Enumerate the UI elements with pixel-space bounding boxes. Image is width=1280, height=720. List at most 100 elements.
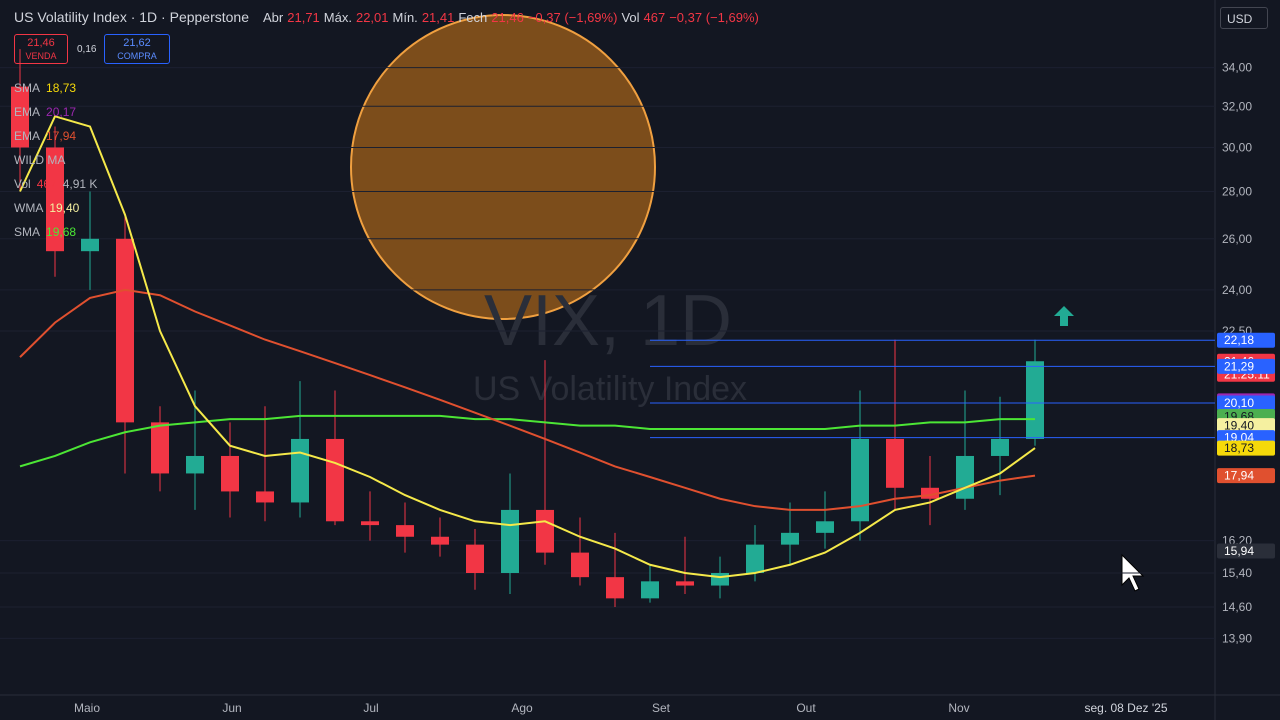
candle-body — [46, 147, 64, 252]
y-tick-label: 32,00 — [1222, 99, 1252, 113]
candle-body — [396, 525, 414, 537]
legend-row[interactable]: WMA 19,40 — [14, 196, 97, 220]
sell-price: 21,46 — [27, 37, 55, 49]
price-badge-label: 20,10 — [1224, 396, 1254, 410]
candle-body — [116, 238, 134, 423]
price-badge-label: 17,94 — [1224, 469, 1254, 483]
price-badge — [1217, 418, 1275, 434]
price-badge — [1217, 332, 1275, 348]
legend-name: SMA — [14, 81, 41, 95]
price-badge-label: 21,29 — [1224, 359, 1254, 373]
price-badge-label: 19,40 — [1224, 419, 1254, 433]
candle-body — [886, 438, 904, 488]
label: Abr — [263, 9, 284, 25]
label: Mín. — [392, 9, 418, 25]
price-badge-label: 22,18 — [1224, 333, 1254, 347]
x-tick-label: Jul — [363, 701, 378, 715]
candle-body — [851, 438, 869, 522]
arrow-marker — [1054, 306, 1074, 326]
legend-row[interactable]: SMA 19,68 — [14, 220, 97, 244]
y-tick-label: 34,00 — [1222, 61, 1252, 75]
legend-extra: 4,91 K — [62, 177, 98, 191]
indicator-legend: SMA 18,73 EMA 20,17 EMA 17,94 WILD MA Vol 467 4,9… — [14, 76, 97, 244]
sell-button[interactable]: 21,46 VENDA — [14, 34, 68, 64]
candle-body — [186, 455, 204, 474]
value: 21,71 — [287, 9, 320, 25]
buy-button[interactable]: 21,62 COMPRA — [104, 34, 170, 64]
x-tick-label: Set — [652, 701, 671, 715]
candle-body — [361, 521, 379, 526]
change: −0,37 (−1,69%) — [669, 9, 759, 25]
candle-body — [571, 552, 589, 578]
candle-body — [921, 487, 939, 499]
x-tick-label: Out — [796, 701, 816, 715]
buy-price: 21,62 — [123, 37, 151, 49]
buy-label: COMPRA — [117, 51, 157, 61]
y-tick-label: 15,40 — [1222, 566, 1252, 580]
x-tick-label: Ago — [511, 701, 533, 715]
legend-value: 467 — [36, 177, 57, 191]
moving-average — [19, 288, 1036, 511]
value: 21,41 — [421, 9, 455, 25]
symbol-header: US Volatility Index · 1D · Pepperstone A… — [14, 9, 759, 25]
candle-body — [221, 455, 239, 492]
crosshair-date: seg. 08 Dez '25 — [1084, 701, 1167, 715]
candle-body — [991, 438, 1009, 456]
moving-average — [19, 414, 1035, 468]
candle-body — [256, 491, 274, 503]
value: 21,46 — [491, 9, 524, 25]
legend-row[interactable]: Vol 467 4,91 K — [14, 172, 97, 196]
candle-body — [466, 544, 484, 573]
candle-body — [431, 536, 449, 545]
candle-body — [81, 238, 99, 252]
value: 22,01 — [355, 9, 389, 25]
legend-row[interactable]: SMA 18,73 — [14, 76, 97, 100]
drawing-circle[interactable] — [350, 14, 656, 320]
label: Vol — [621, 9, 640, 25]
y-tick-label: 28,00 — [1222, 185, 1252, 199]
candle-body — [291, 438, 309, 503]
symbol-title[interactable]: US Volatility Index · 1D · Pepperstone — [14, 9, 250, 25]
candle-body — [746, 544, 764, 573]
x-tick-label: Maio — [74, 701, 100, 715]
y-tick-label: 30,00 — [1222, 140, 1252, 154]
legend-name: EMA — [14, 105, 41, 119]
price-badge — [1217, 395, 1275, 411]
watermark-symbol: VIX, 1D — [484, 281, 732, 361]
candle-body — [536, 509, 554, 553]
legend-value: 18,73 — [46, 81, 77, 95]
candle-body — [711, 572, 729, 586]
value: 467 — [643, 9, 666, 25]
price-badge — [1217, 543, 1275, 559]
legend-value: 19,40 — [49, 201, 80, 215]
candle-body — [676, 581, 694, 586]
currency-select[interactable]: USD — [1220, 7, 1268, 29]
legend-row[interactable]: EMA 17,94 — [14, 124, 97, 148]
watermark-name: US Volatility Index — [473, 370, 747, 408]
legend-value: 20,17 — [46, 105, 77, 119]
candle-body — [816, 521, 834, 533]
legend-name: Vol — [14, 177, 31, 191]
y-tick-label: 14,60 — [1222, 600, 1252, 614]
price-badge-label: 15,94 — [1224, 544, 1254, 558]
y-tick-label: 26,00 — [1222, 232, 1252, 246]
legend-name: SMA — [14, 225, 41, 239]
x-tick-label: Jun — [222, 701, 241, 715]
legend-name: WMA — [14, 201, 44, 215]
candle-body — [1026, 361, 1044, 439]
candle-body — [781, 532, 799, 545]
legend-row[interactable]: EMA 20,17 — [14, 100, 97, 124]
candle-body — [956, 455, 974, 499]
price-badge — [1217, 468, 1275, 484]
legend-value: 17,94 — [46, 129, 77, 143]
sell-label: VENDA — [25, 51, 57, 61]
candle-body — [326, 438, 344, 522]
legend-row[interactable]: WILD MA — [14, 148, 97, 172]
change: −0,37 (−1,69%) — [527, 9, 618, 25]
legend-name: EMA — [14, 129, 41, 143]
legend-value: 19,68 — [46, 225, 77, 239]
y-tick-label: 24,00 — [1222, 283, 1252, 297]
y-tick-label: 13,90 — [1222, 631, 1252, 645]
